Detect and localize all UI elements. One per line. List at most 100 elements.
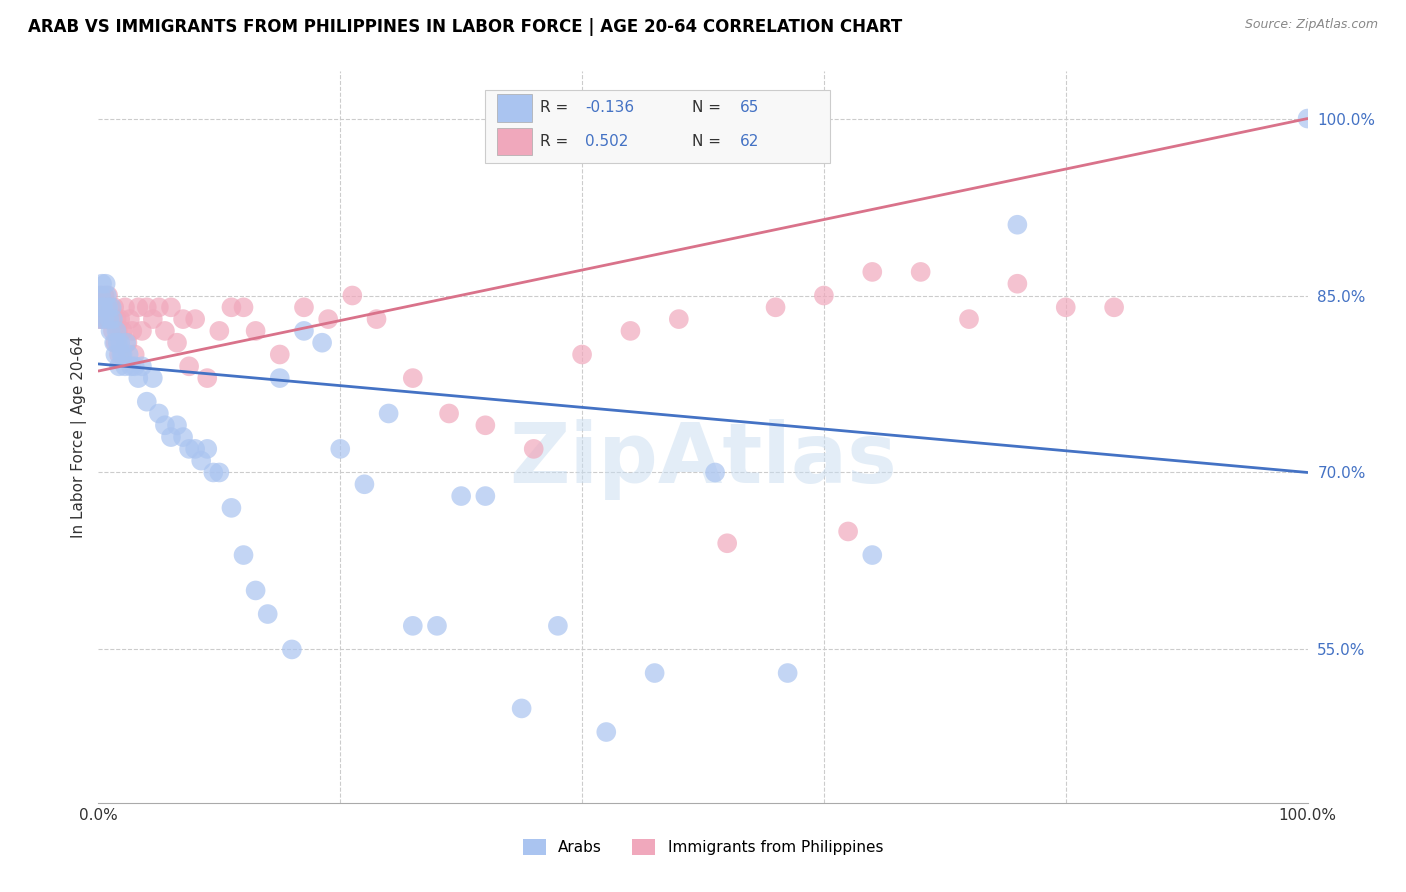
Point [269, 347, 291, 361]
Point [91, 301, 114, 315]
Point [98, 312, 121, 326]
Point [437, 407, 460, 421]
Point [166, 418, 188, 433]
Point [124, 359, 146, 374]
Point [195, 442, 218, 456]
Point [342, 288, 364, 302]
Point [100, 301, 122, 315]
Point [142, 371, 165, 385]
Point [910, 265, 932, 279]
Point [105, 324, 128, 338]
Point [765, 301, 787, 315]
Point [96, 288, 118, 302]
Point [153, 418, 176, 433]
Point [91, 312, 114, 326]
Point [366, 312, 388, 326]
Point [402, 371, 425, 385]
Point [184, 312, 207, 326]
Point [124, 347, 146, 361]
Point [108, 347, 131, 361]
Point [93, 312, 115, 326]
Point [131, 324, 153, 338]
Point [104, 347, 127, 361]
Point [184, 442, 207, 456]
Point [118, 347, 141, 361]
Point [160, 430, 183, 444]
Point [120, 359, 142, 374]
Point [644, 666, 666, 681]
Point [127, 301, 149, 315]
Point [716, 536, 738, 550]
Point [94, 277, 117, 291]
Point [142, 312, 165, 326]
Point [108, 312, 131, 326]
Point [1054, 301, 1077, 315]
Point [100, 312, 122, 326]
Point [101, 324, 124, 338]
Point [90, 288, 112, 302]
Point [103, 335, 125, 350]
Point [269, 371, 291, 385]
Point [172, 430, 194, 444]
Point [837, 524, 859, 539]
Text: ZipAtlas: ZipAtlas [509, 418, 897, 500]
Point [704, 466, 727, 480]
Point [96, 312, 118, 326]
Point [245, 583, 267, 598]
Point [668, 312, 690, 326]
Point [100, 301, 122, 315]
Y-axis label: In Labor Force | Age 20-64: In Labor Force | Age 20-64 [72, 336, 87, 538]
Point [107, 335, 129, 350]
Point [450, 489, 472, 503]
Point [281, 642, 304, 657]
Point [619, 324, 641, 338]
Point [860, 548, 883, 562]
Point [94, 301, 117, 315]
Point [813, 288, 835, 302]
Point [148, 407, 170, 421]
Point [172, 312, 194, 326]
Point [1296, 112, 1319, 126]
Point [179, 359, 201, 374]
Point [153, 324, 176, 338]
Point [402, 619, 425, 633]
Point [107, 324, 129, 338]
Point [776, 666, 799, 681]
Point [127, 371, 149, 385]
Point [1007, 218, 1029, 232]
Point [1102, 301, 1125, 315]
Point [91, 301, 114, 315]
Point [114, 301, 136, 315]
Point [115, 335, 138, 350]
Point [547, 619, 569, 633]
Point [93, 288, 115, 302]
Point [221, 301, 243, 315]
Point [1007, 277, 1029, 291]
Point [208, 324, 231, 338]
Point [97, 288, 120, 302]
Point [377, 407, 399, 421]
Point [97, 301, 120, 315]
Point [91, 301, 114, 315]
Text: Source: ZipAtlas.com: Source: ZipAtlas.com [1244, 18, 1378, 31]
Point [523, 442, 546, 456]
Point [232, 301, 254, 315]
Point [208, 466, 231, 480]
Point [245, 324, 267, 338]
Point [100, 324, 122, 338]
Point [190, 453, 212, 467]
Point [104, 335, 127, 350]
Point [166, 335, 188, 350]
Point [426, 619, 449, 633]
Point [179, 442, 201, 456]
Point [860, 265, 883, 279]
Point [202, 466, 225, 480]
Point [118, 312, 141, 326]
Text: ARAB VS IMMIGRANTS FROM PHILIPPINES IN LABOR FORCE | AGE 20-64 CORRELATION CHART: ARAB VS IMMIGRANTS FROM PHILIPPINES IN L… [28, 18, 903, 36]
Point [595, 725, 617, 739]
Point [329, 442, 352, 456]
Point [135, 301, 157, 315]
Point [148, 301, 170, 315]
Point [89, 312, 111, 326]
Point [316, 312, 339, 326]
